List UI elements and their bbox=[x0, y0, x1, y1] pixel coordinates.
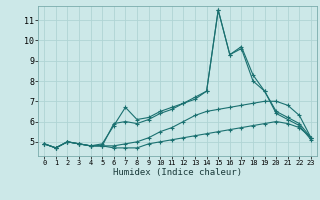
X-axis label: Humidex (Indice chaleur): Humidex (Indice chaleur) bbox=[113, 168, 242, 177]
